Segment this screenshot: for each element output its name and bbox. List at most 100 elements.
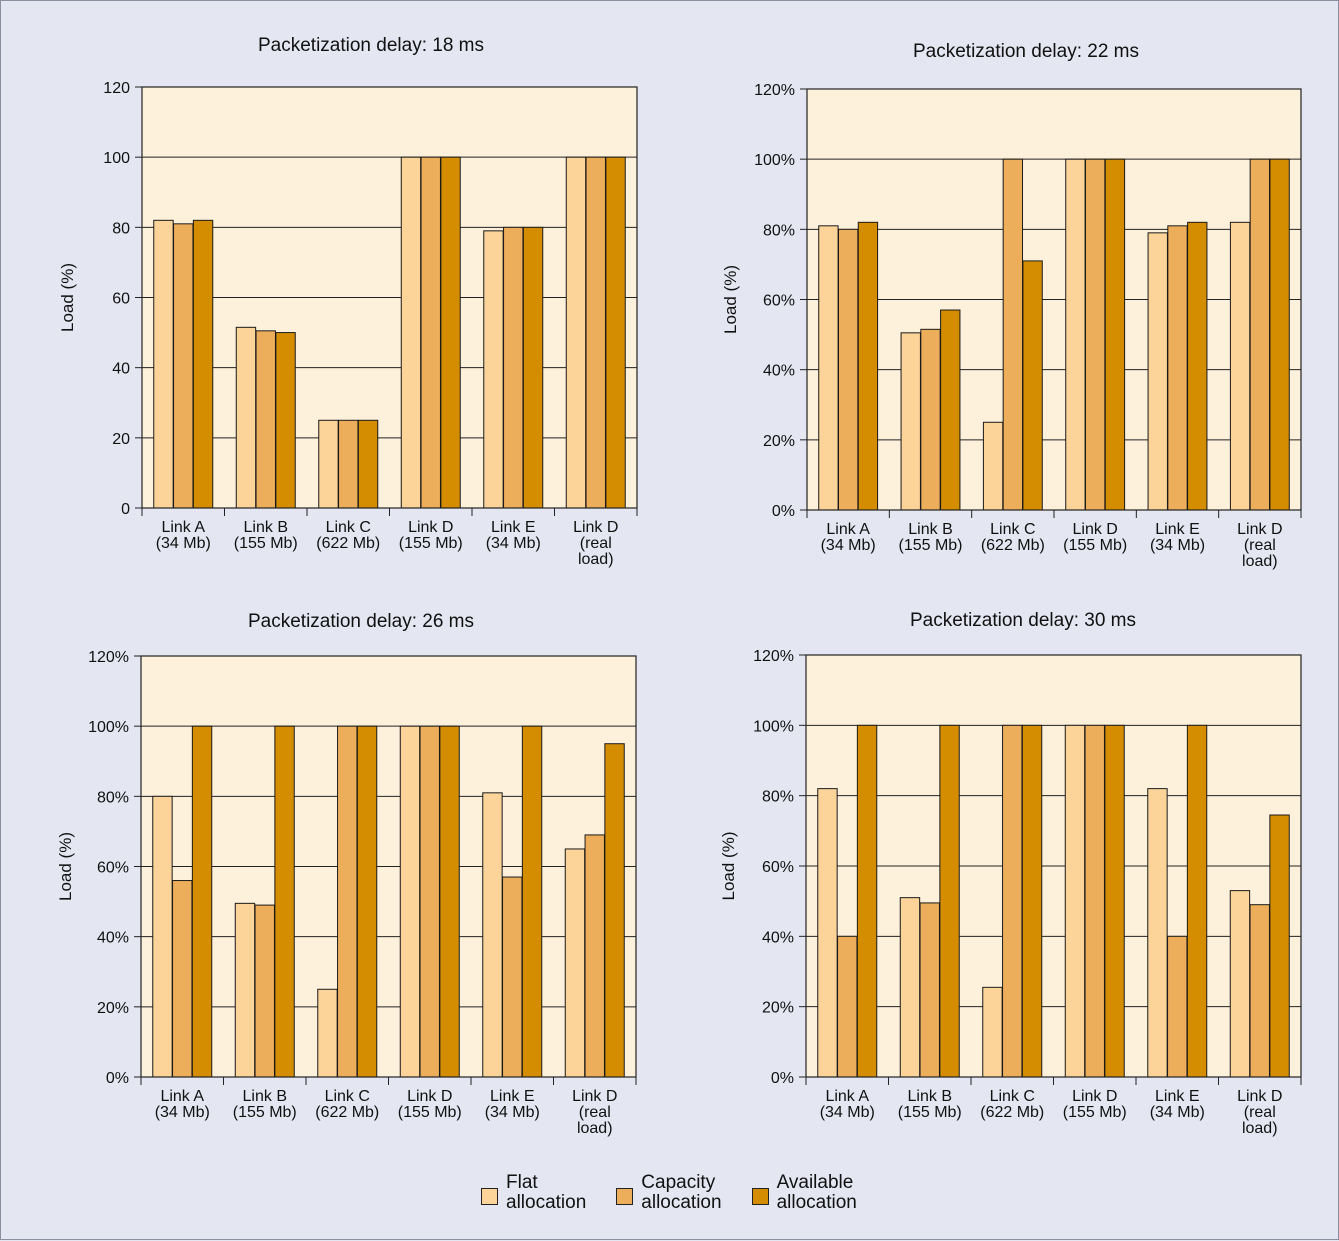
bar-1-capacity-2 — [255, 330, 276, 509]
legend-item-available: Available allocation — [751, 1173, 857, 1213]
bar-3-flat-1 — [152, 795, 173, 1078]
x-tick-label-4-5: Link E (34 Mb) — [1150, 1088, 1205, 1121]
x-tick-label-1-5: Link E (34 Mb) — [486, 519, 541, 552]
bar-3-capacity-3 — [337, 725, 358, 1078]
x-tick-label-1-4: Link D (155 Mb) — [399, 519, 463, 552]
bar-2-available-2 — [940, 309, 961, 511]
y-tick-label-4-6: 120% — [753, 648, 794, 665]
x-tick-label-3-4: Link D (155 Mb) — [398, 1088, 462, 1121]
bar-1-available-3 — [357, 419, 379, 509]
x-tick-label-3-6: Link D (real load) — [572, 1088, 617, 1137]
bar-4-flat-5 — [1147, 788, 1168, 1078]
y-tick-label-4-5: 100% — [753, 718, 794, 735]
y-tick-label-3-6: 120% — [88, 649, 129, 666]
legend-label-flat: Flat allocation — [506, 1172, 587, 1213]
bar-3-flat-2 — [234, 902, 256, 1078]
y-tick-label-3-2: 40% — [97, 930, 129, 947]
bar-4-capacity-5 — [1167, 935, 1188, 1078]
bar-4-flat-6 — [1229, 890, 1251, 1078]
y-axis-label-4: Load (%) — [719, 832, 738, 901]
bar-4-available-5 — [1186, 724, 1208, 1078]
y-tick-label-4-1: 20% — [762, 1000, 794, 1017]
y-tick-label-1-5: 100 — [103, 150, 130, 167]
bar-4-capacity-1 — [837, 935, 858, 1078]
bar-2-capacity-1 — [837, 228, 859, 511]
bar-1-flat-2 — [235, 326, 257, 509]
bar-1-available-6 — [605, 156, 626, 509]
legend-item-flat: Flat allocation — [481, 1173, 586, 1213]
legend-item-capacity: Capacity allocation — [616, 1172, 722, 1213]
y-tick-label-2-5: 100% — [754, 152, 795, 169]
y-tick-label-4-2: 40% — [762, 929, 794, 946]
chart-title-4: Packetization delay: 30 ms — [910, 610, 1136, 631]
legend-swatch-capacity — [616, 1188, 634, 1205]
bar-3-available-6 — [604, 743, 625, 1078]
y-tick-label-2-4: 80% — [763, 222, 795, 239]
y-tick-label-3-5: 100% — [88, 719, 129, 736]
bar-3-flat-5 — [482, 792, 503, 1078]
y-tick-label-2-6: 120% — [754, 82, 795, 99]
legend-swatch-available — [751, 1188, 769, 1205]
bar-1-flat-5 — [483, 230, 504, 509]
bar-3-available-3 — [356, 725, 378, 1078]
bar-2-flat-1 — [818, 225, 839, 511]
x-tick-label-2-4: Link D (155 Mb) — [1063, 521, 1127, 554]
x-tick-label-3-5: Link E (34 Mb) — [485, 1088, 540, 1121]
x-tick-label-4-4: Link D (155 Mb) — [1063, 1088, 1127, 1121]
bar-3-available-2 — [274, 725, 295, 1078]
bar-1-flat-6 — [565, 156, 587, 509]
bar-4-capacity-2 — [919, 902, 940, 1078]
bar-3-capacity-5 — [502, 876, 523, 1078]
legend-swatch-flat — [481, 1188, 498, 1205]
x-tick-label-1-3: Link C (622 Mb) — [316, 519, 380, 552]
x-tick-label-2-3: Link C (622 Mb) — [981, 521, 1045, 554]
bar-3-capacity-4 — [419, 725, 440, 1078]
x-tick-label-3-3: Link C (622 Mb) — [315, 1088, 379, 1121]
y-tick-label-1-4: 80 — [112, 220, 130, 237]
x-tick-label-1-2: Link B (155 Mb) — [234, 519, 298, 552]
bar-2-capacity-5 — [1167, 225, 1188, 511]
y-tick-label-4-0: 0% — [771, 1070, 794, 1087]
bar-2-available-3 — [1022, 260, 1043, 511]
bar-3-available-1 — [191, 725, 213, 1078]
bar-1-flat-3 — [318, 419, 339, 509]
bar-1-flat-4 — [400, 156, 422, 509]
legend-label-capacity: Capacity allocation — [641, 1172, 722, 1213]
y-tick-label-1-2: 40 — [112, 361, 130, 378]
bar-2-flat-6 — [1229, 221, 1251, 511]
bar-2-flat-3 — [982, 421, 1004, 511]
bar-3-available-5 — [521, 725, 543, 1078]
bar-2-available-5 — [1187, 221, 1208, 511]
x-tick-label-3-2: Link B (155 Mb) — [233, 1088, 297, 1121]
bar-1-available-4 — [440, 156, 461, 509]
bar-1-available-5 — [522, 226, 544, 509]
y-tick-label-2-1: 20% — [763, 433, 795, 450]
bar-1-flat-1 — [153, 219, 174, 509]
y-tick-label-2-0: 0% — [772, 503, 795, 520]
bar-4-available-6 — [1269, 814, 1290, 1078]
bar-4-capacity-3 — [1002, 724, 1023, 1078]
bar-4-capacity-6 — [1249, 904, 1270, 1078]
x-tick-label-3-1: Link A (34 Mb) — [155, 1088, 210, 1121]
y-tick-label-3-1: 20% — [97, 1000, 129, 1017]
y-tick-label-2-2: 40% — [763, 363, 795, 380]
x-tick-label-4-3: Link C (622 Mb) — [980, 1088, 1044, 1121]
chart-title-3: Packetization delay: 26 ms — [248, 611, 474, 632]
x-tick-label-2-5: Link E (34 Mb) — [1150, 521, 1205, 554]
y-tick-label-1-6: 120 — [103, 80, 130, 97]
bar-4-available-1 — [856, 724, 878, 1078]
bar-2-available-1 — [857, 221, 879, 511]
bar-1-capacity-3 — [338, 419, 359, 509]
bar-2-flat-5 — [1147, 232, 1168, 511]
x-tick-label-1-6: Link D (real load) — [573, 519, 618, 568]
x-tick-label-1-1: Link A (34 Mb) — [156, 519, 211, 552]
bar-2-flat-2 — [900, 332, 921, 511]
y-tick-label-4-4: 80% — [762, 789, 794, 806]
bar-2-available-6 — [1269, 158, 1290, 511]
x-tick-label-2-6: Link D (real load) — [1237, 521, 1282, 570]
x-tick-label-2-2: Link B (155 Mb) — [898, 521, 962, 554]
chart-title-1: Packetization delay: 18 ms — [258, 35, 484, 56]
bar-3-capacity-1 — [172, 880, 193, 1078]
bar-2-capacity-6 — [1249, 158, 1271, 511]
